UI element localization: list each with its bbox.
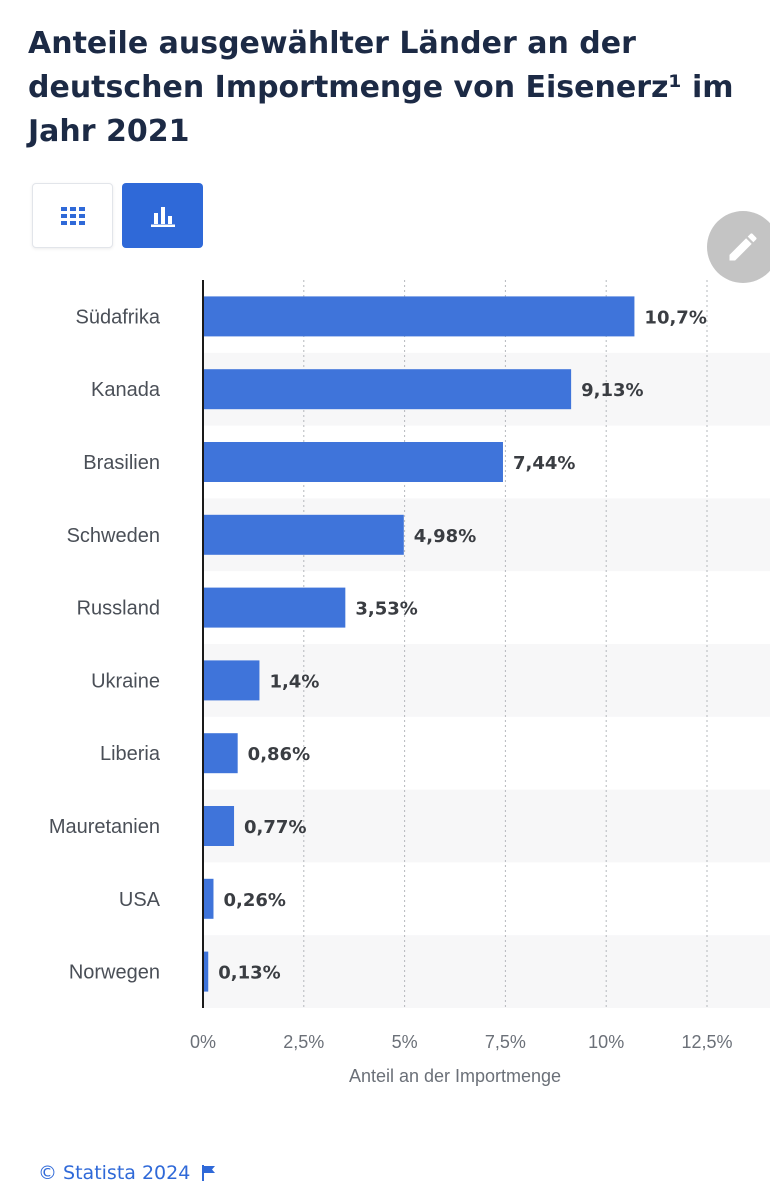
value-label: 0,13% — [218, 963, 280, 984]
value-label: 1,4% — [269, 671, 319, 692]
value-label: 0,77% — [244, 817, 306, 838]
category-label: Liberia — [100, 743, 161, 765]
edit-button[interactable] — [707, 211, 770, 283]
x-tick-label: 7,5% — [485, 1032, 526, 1052]
flag-icon — [202, 1165, 216, 1181]
bar-chart-icon — [150, 206, 175, 227]
value-label: 10,7% — [644, 307, 706, 328]
x-tick-label: 2,5% — [283, 1032, 324, 1052]
x-tick-label: 10% — [588, 1032, 624, 1052]
bar-chart: Südafrika 10,7% Kanada 9,13% Brasilien 7,44% S… — [49, 280, 770, 1086]
bar — [203, 514, 404, 555]
pencil-icon — [729, 233, 757, 261]
category-label: Russland — [77, 598, 160, 620]
value-label: 4,98% — [414, 526, 476, 547]
copyright-link[interactable]: © Statista 2024 — [38, 1162, 191, 1184]
category-label: Mauretanien — [49, 816, 160, 838]
table-grid-icon — [60, 206, 85, 225]
bar — [203, 442, 503, 482]
x-axis-title: Anteil an der Importmenge — [349, 1066, 561, 1086]
row-stripe — [203, 644, 770, 717]
category-label: Ukraine — [91, 670, 160, 692]
category-label: USA — [119, 889, 161, 911]
category-label: Schweden — [67, 525, 160, 547]
bar — [203, 369, 572, 410]
bar — [203, 951, 209, 992]
value-label: 9,13% — [581, 380, 643, 401]
bar — [203, 660, 260, 701]
value-label: 0,86% — [248, 744, 310, 765]
x-tick-label: 0% — [190, 1032, 216, 1052]
footer: © Statista 2024 — [38, 1162, 216, 1184]
bar — [203, 878, 214, 919]
chart-view-button[interactable] — [122, 183, 203, 248]
category-label: Norwegen — [69, 962, 160, 984]
category-label: Brasilien — [83, 452, 160, 474]
x-tick-label: 5% — [392, 1032, 418, 1052]
bar — [203, 296, 635, 337]
bar — [203, 587, 346, 628]
category-label: Südafrika — [76, 306, 161, 328]
x-tick-label: 12,5% — [681, 1032, 732, 1052]
category-label: Kanada — [91, 379, 161, 401]
table-view-button[interactable] — [32, 183, 113, 248]
value-label: 7,44% — [513, 453, 575, 474]
value-label: 0,26% — [223, 890, 285, 911]
bar — [203, 806, 235, 846]
value-label: 3,53% — [355, 599, 417, 620]
bar — [203, 733, 238, 774]
view-toggle — [32, 183, 203, 248]
row-stripe — [203, 789, 770, 863]
row-stripe — [203, 935, 770, 1008]
chart-title: Anteile ausgewählter Länder an der deuts… — [28, 26, 734, 149]
